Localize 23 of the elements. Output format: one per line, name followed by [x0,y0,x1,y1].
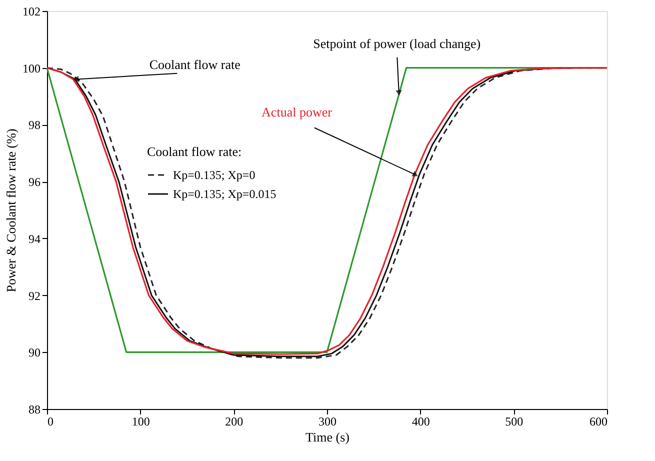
y-tick-label: 92 [28,288,40,303]
y-tick-label: 96 [28,175,40,190]
y-tick-label: 90 [28,346,40,360]
text: Actual power [262,104,333,120]
y-tick-label: 88 [28,402,40,416]
legend-label: Kp=0.135; Xp=0.015 [173,187,276,201]
annotation: Coolant flow rate [149,57,241,72]
y-tick-label: 102 [22,4,40,18]
annotation: Setpoint of power (load change) [313,36,481,52]
legend-title: Coolant flow rate: [147,144,242,159]
x-tick-label: 200 [225,414,244,428]
legend-label: Kp=0.135; Xp=0 [173,168,256,182]
x-tick-label: 100 [132,414,150,428]
x-tick-label: 400 [412,414,430,428]
y-axis-title: Power & Coolant flow rate (%) [4,128,18,292]
y-tick-label: 94 [28,232,40,246]
x-tick-label: 600 [590,414,608,428]
y-tick-label: 98 [28,118,40,132]
x-tick-label: 500 [505,414,524,428]
x-axis-title: Time (s) [306,430,350,444]
y-tick-label: 100 [22,61,40,76]
x-tick-label: 300 [318,414,336,428]
x-tick-label: 0 [48,414,54,428]
